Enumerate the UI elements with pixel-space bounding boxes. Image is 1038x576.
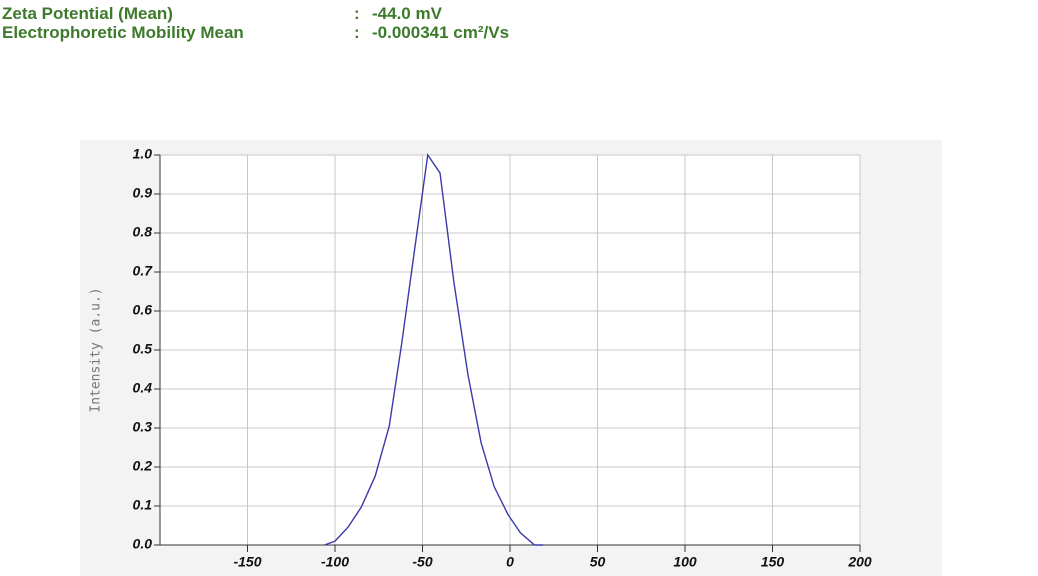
y-axis-label: Intensity (a.u.): [89, 287, 104, 412]
y-tick-label: 1.0: [133, 146, 153, 162]
label: Electrophoretic Mobility Mean: [2, 23, 244, 42]
y-tick-label: 0.2: [133, 458, 153, 474]
line: [324, 153, 544, 546]
label: Zeta Potential (Mean): [2, 4, 173, 23]
y-tick-label: 0.4: [133, 380, 153, 396]
x-tick-label: -100: [321, 554, 349, 570]
y-tick-label: 0.0: [133, 536, 153, 552]
y-tick-label: 0.3: [133, 419, 153, 435]
x-tick-label: 0: [506, 554, 514, 570]
y-tick-label: 0.8: [133, 224, 153, 240]
y-tick-label: 0.7: [133, 263, 154, 279]
value: -0.000341 cm²/Vs: [372, 23, 510, 42]
x-tick-label: -50: [412, 554, 432, 570]
y-tick-label: 0.5: [133, 341, 153, 357]
y-tick-label: 0.1: [133, 497, 153, 513]
value: -44.0 mV: [372, 4, 442, 23]
x-tick-label: -150: [233, 554, 261, 570]
x-tick-label: 200: [847, 554, 872, 570]
y-tick-label: 0.6: [133, 302, 153, 318]
x-tick-label: 50: [590, 554, 606, 570]
x-tick-label: 150: [761, 554, 785, 570]
separator: :: [354, 23, 360, 42]
x-tick-label: 100: [673, 554, 697, 570]
separator: :: [354, 4, 360, 23]
y-tick-label: 0.9: [133, 185, 153, 201]
